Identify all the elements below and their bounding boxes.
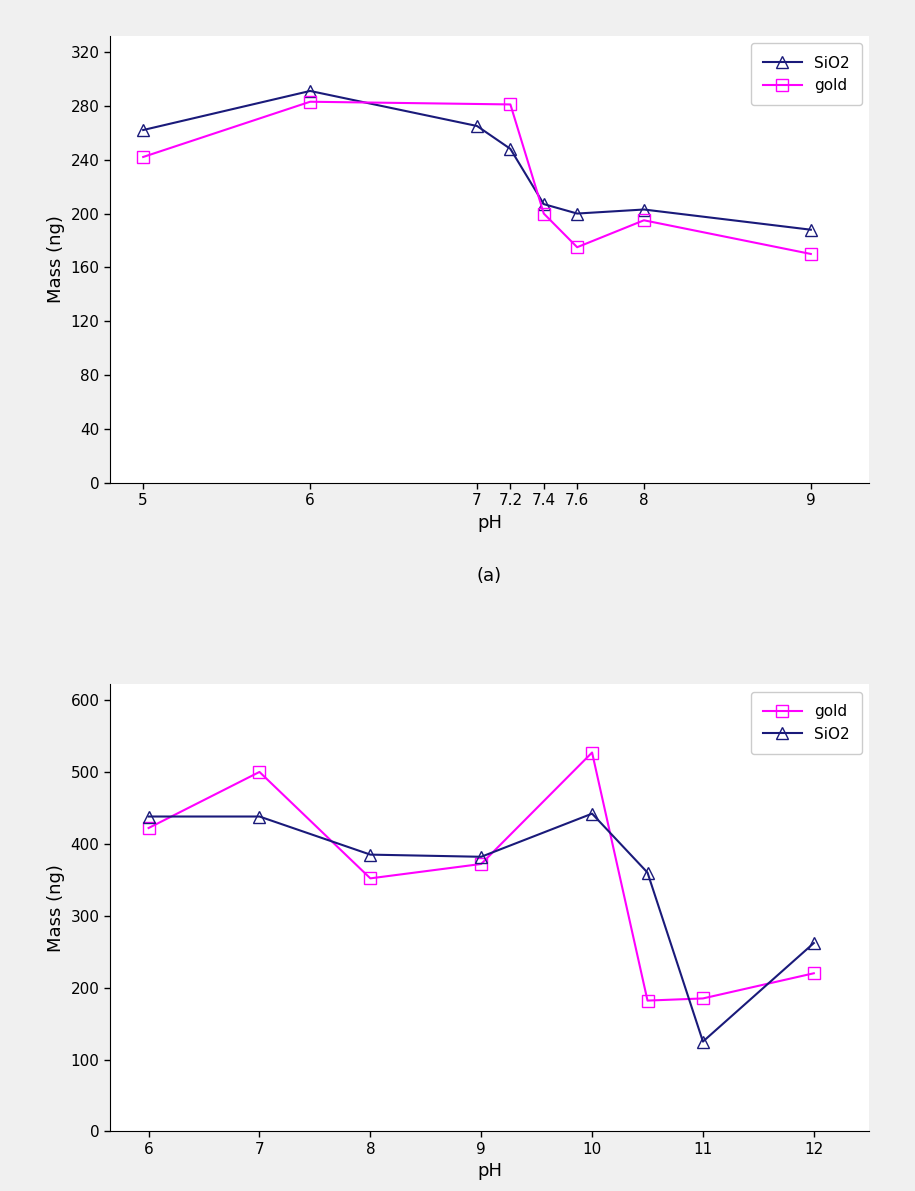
Y-axis label: Mass (ng): Mass (ng) (47, 216, 65, 304)
gold (587, 746, 597, 760)
gold (639, 213, 650, 227)
SiO2 (805, 223, 816, 237)
SiO2 (639, 202, 650, 217)
SiO2 (143, 810, 154, 824)
X-axis label: pH: pH (477, 515, 502, 532)
SiO2 (538, 197, 549, 211)
SiO2 (476, 849, 487, 863)
SiO2 (365, 848, 376, 862)
gold (365, 871, 376, 885)
Title: (a): (a) (477, 567, 502, 585)
SiO2 (305, 83, 316, 98)
Legend: gold, SiO2: gold, SiO2 (751, 692, 862, 754)
Line: gold: gold (143, 747, 819, 1006)
SiO2 (137, 123, 148, 137)
gold (572, 241, 583, 255)
gold (697, 991, 708, 1005)
Line: gold: gold (137, 96, 816, 260)
SiO2 (572, 206, 583, 220)
SiO2 (587, 806, 597, 821)
gold (805, 247, 816, 261)
X-axis label: pH: pH (477, 1162, 502, 1180)
gold (538, 206, 549, 220)
gold (808, 966, 819, 980)
Legend: SiO2, gold: SiO2, gold (751, 43, 862, 106)
Y-axis label: Mass (ng): Mass (ng) (47, 863, 65, 952)
gold (476, 856, 487, 871)
gold (642, 993, 653, 1008)
SiO2 (642, 866, 653, 880)
SiO2 (697, 1035, 708, 1049)
Line: SiO2: SiO2 (143, 807, 819, 1047)
gold (254, 765, 265, 779)
SiO2 (471, 119, 482, 133)
gold (305, 94, 316, 108)
SiO2 (808, 936, 819, 950)
SiO2 (505, 142, 516, 156)
Line: SiO2: SiO2 (137, 86, 816, 236)
gold (137, 150, 148, 164)
gold (143, 821, 154, 835)
SiO2 (254, 810, 265, 824)
gold (505, 98, 516, 112)
